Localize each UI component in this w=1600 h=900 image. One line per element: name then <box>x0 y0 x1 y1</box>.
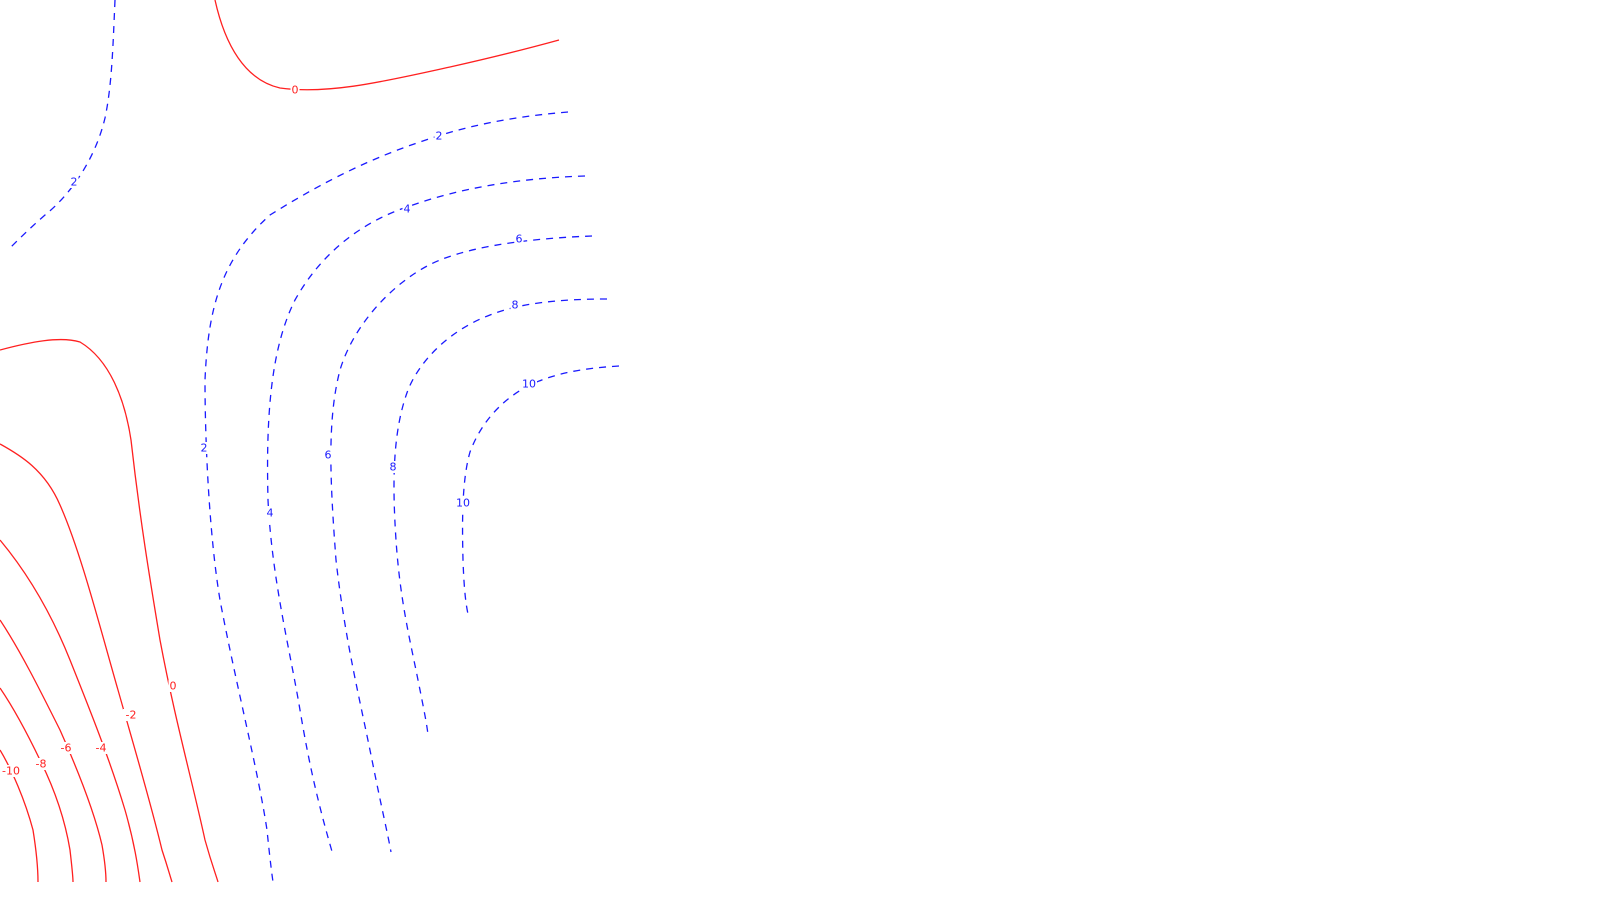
contour-label-bg <box>168 680 178 692</box>
contour-label-0-left: 0 <box>170 680 177 693</box>
contour-label-neg4: -4 <box>96 742 107 755</box>
contour-label-bg <box>521 378 537 390</box>
contour-label-bg <box>510 299 520 311</box>
contour-label-10-upper: 10 <box>522 378 536 391</box>
contour-label-2-topleft: 2 <box>71 176 78 189</box>
contour-2-topleft <box>7 0 116 251</box>
contour-label-bg <box>58 742 74 754</box>
contour-0-left <box>0 338 219 883</box>
contour-neg4 <box>0 539 141 883</box>
contour-neg2 <box>0 443 173 883</box>
contour-label-6-mid: 6 <box>325 449 332 462</box>
contour-label-bg <box>388 461 398 473</box>
contour-label-bg <box>455 497 471 509</box>
contour-label-8-upper: 8 <box>512 299 519 312</box>
contour-0-top <box>214 0 560 91</box>
contour-label-bg <box>434 130 444 142</box>
contour-label-bg <box>323 449 333 461</box>
contour-label-2-upper: 2 <box>436 130 443 143</box>
contour-label-6-upper: 6 <box>516 233 523 246</box>
contour-label-10-mid: 10 <box>456 497 470 510</box>
contour-label-bg <box>199 442 209 454</box>
contour-label-bg <box>69 176 79 188</box>
contour-4 <box>266 175 586 856</box>
contour-label-neg2: -2 <box>126 709 137 722</box>
contour-label-neg6: -6 <box>61 742 72 755</box>
contour-label-4-mid: 4 <box>267 507 274 520</box>
contour-label-bg <box>290 84 300 96</box>
contour-label-0-top: 0 <box>292 84 299 97</box>
contour-neg8 <box>0 687 74 883</box>
contour-label-neg10: -10 <box>2 765 20 778</box>
contour-lines <box>0 0 620 883</box>
contour-label-bg <box>514 233 524 245</box>
contour-labels: 0 2 2 4 6 8 10 2 4 6 8 10 0 -2 -4 -6 -8 -10 <box>0 84 537 778</box>
contour-label-4-upper: 4 <box>404 203 411 216</box>
contour-label-8-mid: 8 <box>390 461 397 474</box>
contour-neg6 <box>0 619 107 883</box>
contour-10 <box>461 365 620 615</box>
contour-label-bg <box>0 765 23 777</box>
contour-2-main <box>204 111 569 883</box>
contour-label-bg <box>33 758 49 770</box>
contour-label-bg <box>123 709 139 721</box>
contour-6 <box>330 235 593 853</box>
contour-label-neg8: -8 <box>36 758 47 771</box>
contour-label-bg <box>265 507 275 519</box>
contour-8 <box>393 298 608 736</box>
contour-label-bg <box>93 742 109 754</box>
contour-label-bg <box>402 203 412 215</box>
contour-label-2-mid: 2 <box>201 442 208 455</box>
